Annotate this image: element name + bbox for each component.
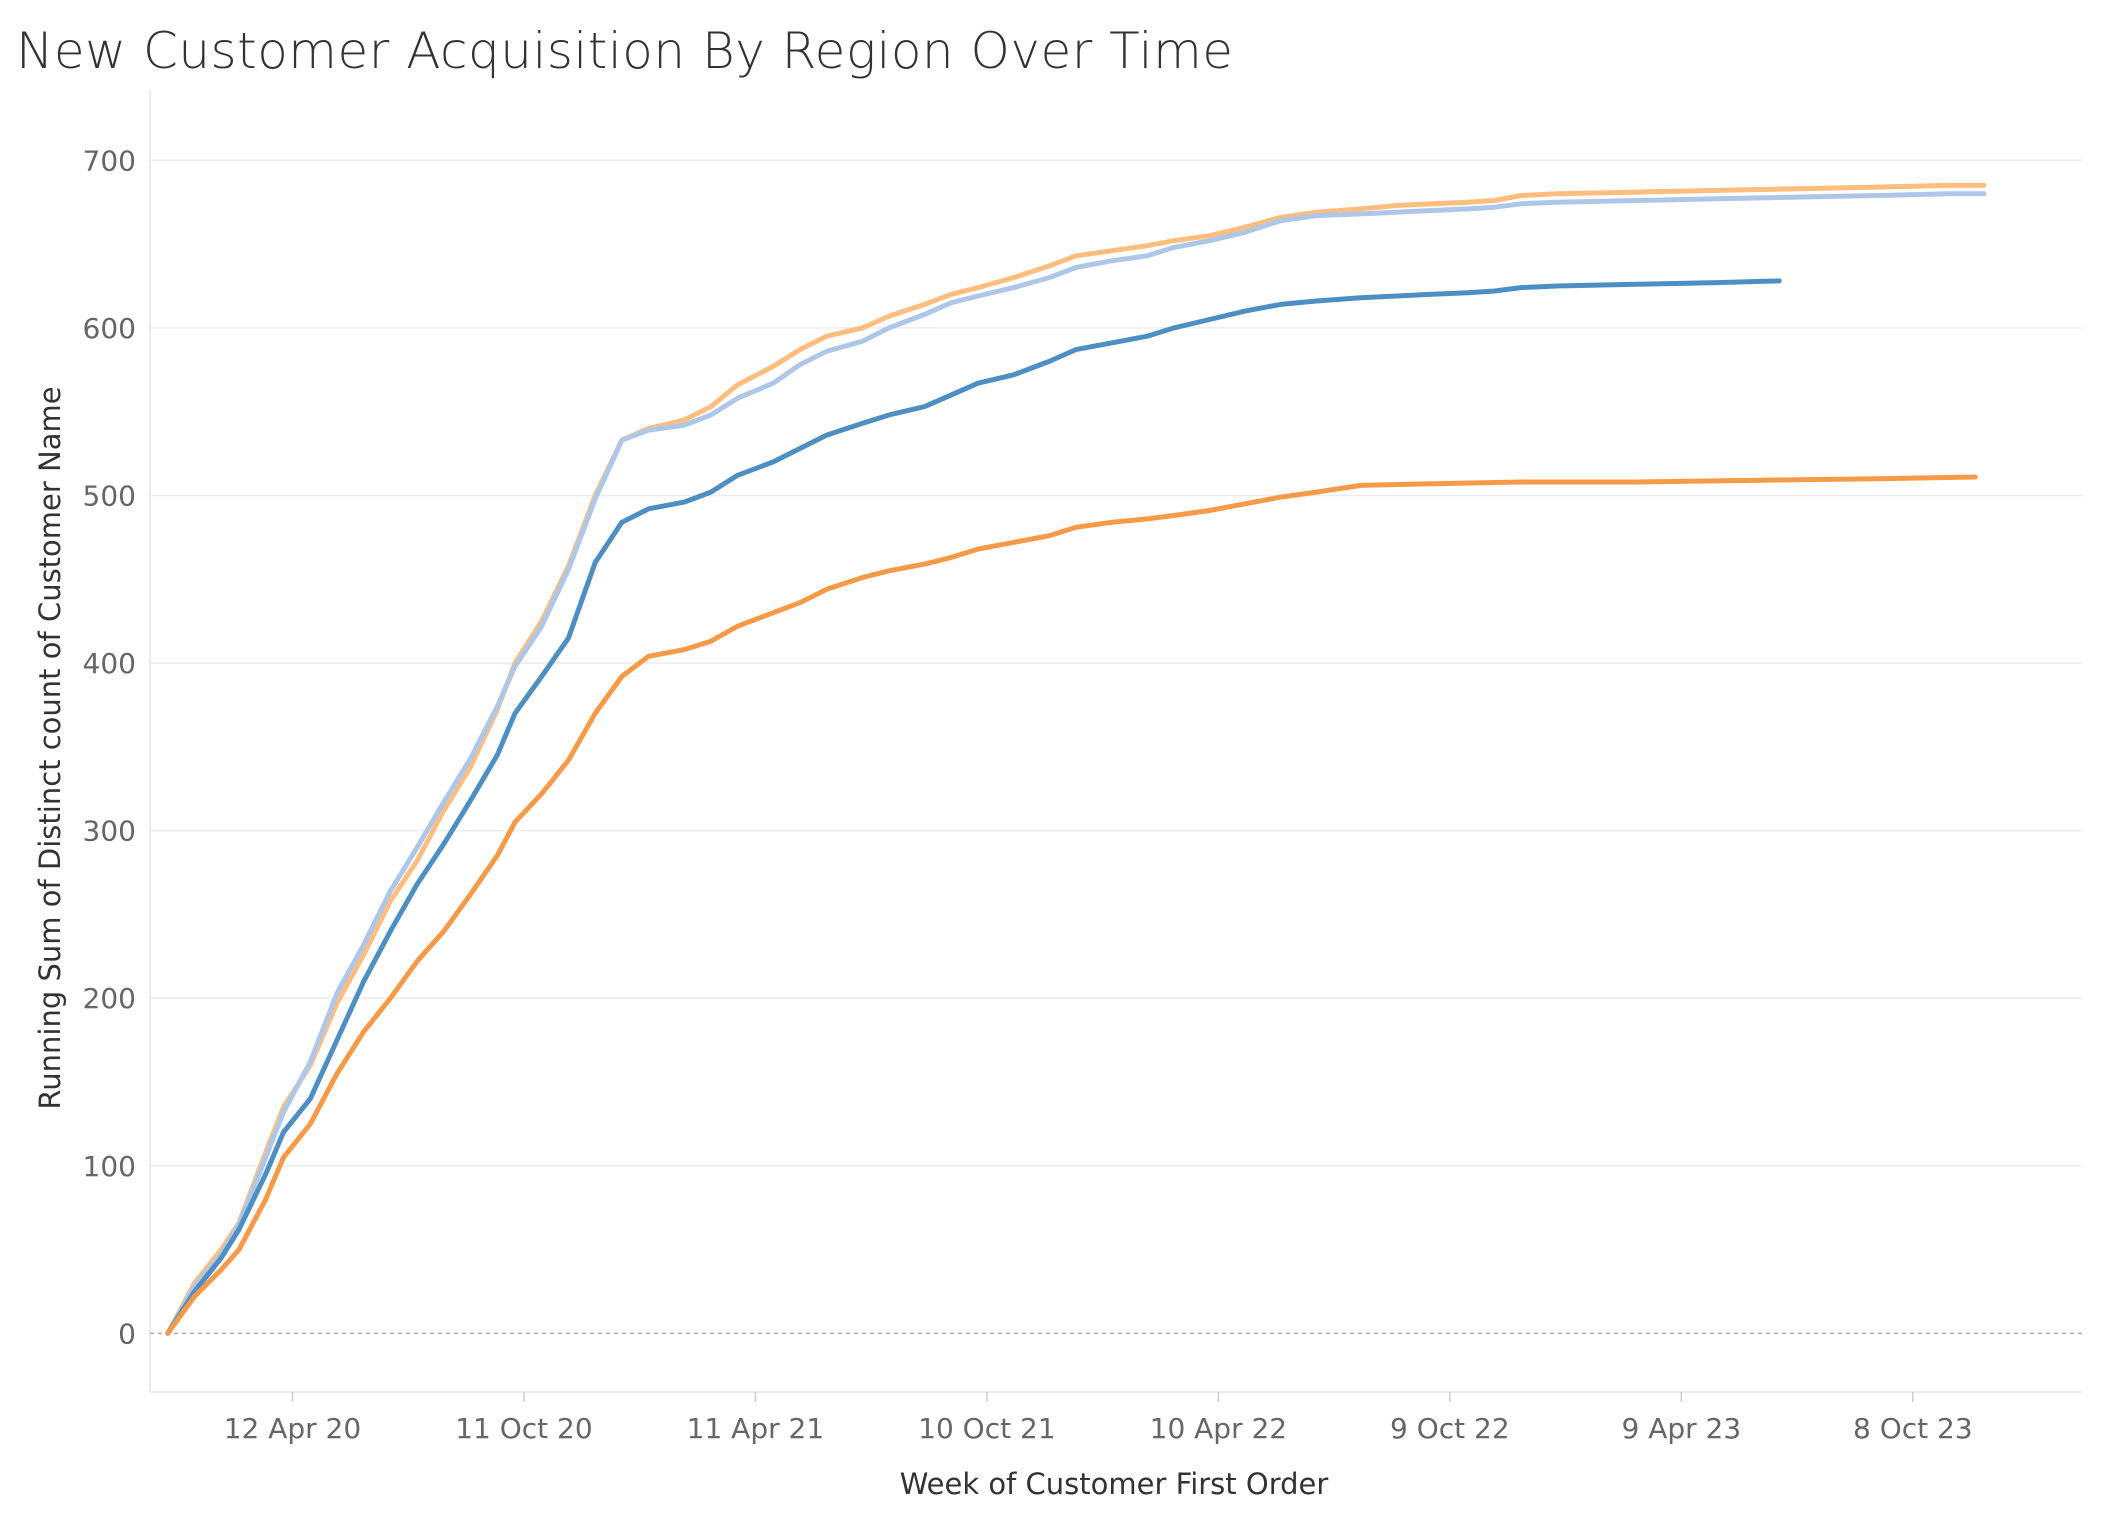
x-tick-label: 12 Apr 20 [224, 1412, 362, 1445]
y-tick-label: 600 [83, 312, 136, 345]
chart-title: New Customer Acquisition By Region Over … [16, 22, 1234, 80]
y-tick-label: 400 [83, 647, 136, 680]
x-tick-label: 8 Oct 23 [1853, 1412, 1973, 1445]
x-tick-label: 11 Apr 21 [687, 1412, 825, 1445]
y-tick-label: 100 [83, 1150, 136, 1183]
series-line-2 [165, 191, 1987, 1336]
y-tick-label: 0 [118, 1317, 136, 1350]
y-axis-title: Running Sum of Distinct count of Custome… [33, 386, 67, 1109]
series-line-1 [165, 182, 1987, 1336]
x-tick-label: 10 Oct 21 [918, 1412, 1055, 1445]
y-axis-ticks: 0 100 200 300 400 500 600 700 [83, 144, 136, 1350]
y-tick-label: 200 [83, 982, 136, 1015]
grid-lines [149, 90, 2082, 1393]
series-line-3 [165, 278, 1782, 1336]
x-axis-ticks: 12 Apr 20 11 Oct 20 11 Apr 21 10 Oct 21 10 A… [224, 1392, 1973, 1445]
y-tick-label: 700 [83, 144, 136, 177]
x-tick-label: 11 Oct 20 [455, 1412, 592, 1445]
x-tick-label: 9 Oct 22 [1390, 1412, 1510, 1445]
y-tick-label: 500 [83, 479, 136, 512]
series-line-4 [165, 474, 1978, 1336]
y-tick-label: 300 [83, 815, 136, 848]
x-tick-label: 9 Apr 23 [1622, 1412, 1742, 1445]
series-lines [165, 182, 1987, 1336]
x-tick-label: 10 Apr 22 [1150, 1412, 1288, 1445]
x-axis-title: Week of Customer First Order [900, 1467, 1329, 1501]
